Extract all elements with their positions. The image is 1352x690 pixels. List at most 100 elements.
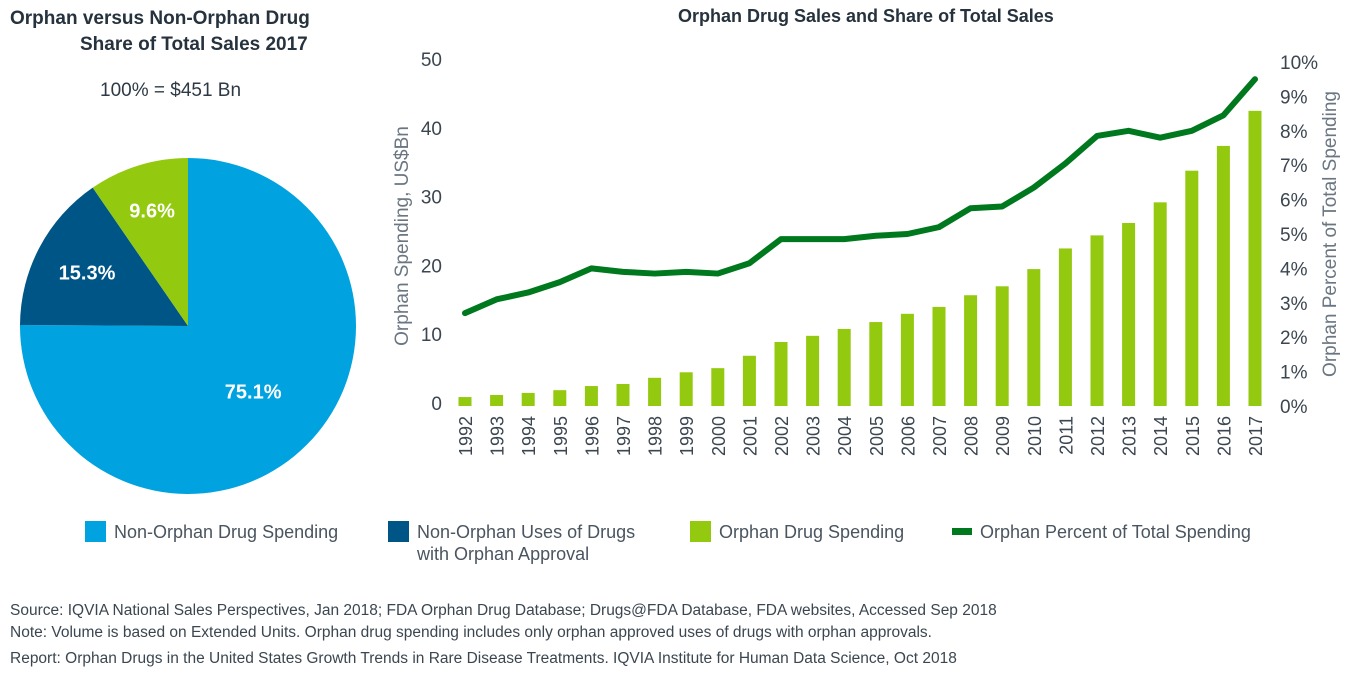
x-tick-label: 2005: [867, 416, 887, 456]
pie-slice-label: 15.3%: [59, 263, 116, 285]
pie-slice-non-orphan-uses-of-drugs-with-orphan-approval: [20, 187, 189, 326]
legend-label: Non-Orphan Drug Spending: [114, 522, 339, 542]
legend: Non-Orphan Drug Spending Non-Orphan Uses…: [0, 521, 1352, 571]
legend-label: Orphan Percent of Total Spending: [980, 522, 1251, 542]
y2-tick-label: 6%: [1280, 191, 1308, 212]
x-tick-label: 2011: [1056, 416, 1076, 455]
x-tick-label: 2003: [804, 416, 824, 456]
y-tick-label: 30: [421, 188, 442, 209]
bar-1997: [616, 383, 630, 406]
line-orphan-percent: [462, 76, 1258, 317]
x-tick-label: 2017: [1246, 416, 1266, 456]
x-tick-label: 1998: [646, 416, 666, 456]
y-tick-label: 10: [421, 325, 442, 346]
x-tick-label: 1996: [582, 416, 602, 456]
x-tick-label: 2007: [930, 416, 950, 456]
pie-chart-title: Orphan versus Non-Orphan Drug Share of T…: [0, 6, 370, 58]
bar-2016: [1216, 145, 1230, 406]
y2-tick-label: 8%: [1280, 122, 1308, 143]
y2-axis-label: Orphan Percent of Total Spending: [1320, 91, 1341, 377]
legend-item-non-orphan: Non-Orphan Drug Spending: [85, 521, 338, 543]
y-axis-label: Orphan Spending, US$Bn: [392, 126, 413, 346]
volume-note: Note: Volume is based on Extended Units.…: [10, 624, 932, 641]
bar-2004: [837, 328, 851, 406]
y2-tick-label: 2%: [1280, 328, 1308, 349]
y-tick-label: 0: [431, 394, 442, 415]
report-note: Report: Orphan Drugs in the United State…: [10, 650, 957, 667]
bar-2017: [1248, 110, 1262, 407]
pie-total-label: 100% = $451 Bn: [100, 80, 242, 101]
x-tick-label: 2002: [772, 416, 792, 456]
pie-slice-orphan-drug-spending: [92, 158, 188, 326]
legend-label: Non-Orphan Uses of Drugs with Orphan App…: [417, 522, 636, 564]
y-tick-label: 50: [421, 50, 442, 71]
x-tick-label: 2013: [1120, 416, 1140, 456]
x-tick-label: 1997: [614, 416, 634, 456]
x-tick-label: 1999: [677, 416, 697, 456]
legend-line-orphan-percent: [952, 528, 972, 535]
bar-line-chart: 0 10 20 30 40 50 Orphan Spending, US$Bn 0% 1% 2% 3…: [392, 50, 1341, 456]
x-tick-label: 2004: [835, 416, 855, 456]
footnotes: Source: IQVIA National Sales Perspective…: [10, 600, 997, 670]
legend-item-orphan-percent: Orphan Percent of Total Spending: [952, 521, 1251, 543]
bar-2015: [1185, 170, 1199, 406]
legend-item-orphan: Orphan Drug Spending: [690, 521, 904, 543]
bar-2011: [1058, 248, 1072, 406]
x-tick-label: 2006: [898, 416, 918, 456]
x-tick-label: 1992: [456, 416, 476, 456]
legend-item-non-orphan-uses: Non-Orphan Uses of Drugs with Orphan App…: [388, 521, 657, 565]
pie-slice-label: 9.6%: [129, 200, 175, 222]
pie-title-line-2: Share of Total Sales 2017: [80, 34, 308, 55]
bar-1993: [490, 394, 504, 406]
bar-1995: [553, 390, 567, 406]
y2-tick-label: 4%: [1280, 259, 1308, 280]
x-tick-label: 2009: [993, 416, 1013, 456]
x-tick-label: 1995: [551, 416, 571, 456]
y2-tick-label: 9%: [1280, 87, 1308, 108]
legend-swatch-non-orphan-uses: [388, 521, 409, 542]
pie-title-line-1: Orphan versus Non-Orphan Drug: [10, 8, 310, 29]
bar-2008: [964, 295, 978, 406]
y2-tick-label: 10%: [1280, 53, 1318, 74]
bar-2005: [869, 322, 883, 406]
bar-1992: [458, 397, 472, 406]
x-tick-label: 2008: [962, 416, 982, 456]
legend-swatch-non-orphan: [85, 521, 106, 542]
x-tick-label: 2010: [1025, 416, 1045, 456]
x-tick-label: 2015: [1183, 416, 1203, 456]
y2-tick-label: 7%: [1280, 156, 1308, 177]
pie-chart: 75.1% 15.3% 9.6%: [20, 158, 356, 495]
bar-1994: [521, 392, 535, 406]
x-tick-label: 2016: [1214, 416, 1234, 456]
x-tick-label: 1993: [488, 416, 508, 456]
source-note: Source: IQVIA National Sales Perspective…: [10, 602, 997, 619]
y-tick-label: 20: [421, 256, 442, 277]
x-tick-label: 1994: [519, 416, 539, 456]
legend-label: Orphan Drug Spending: [719, 522, 905, 542]
y-tick-label: 40: [421, 119, 442, 140]
bar-1996: [584, 386, 598, 406]
x-tick-label: 2012: [1088, 416, 1108, 456]
x-tick-label: 2001: [740, 416, 760, 456]
bar-2009: [995, 286, 1009, 406]
bar-2013: [1122, 222, 1136, 406]
bar-1999: [679, 372, 693, 406]
bar-2006: [900, 313, 914, 406]
legend-swatch-orphan: [690, 521, 711, 542]
bar-2012: [1090, 235, 1104, 406]
pie-slice-non-orphan-drug-spending: [20, 158, 356, 495]
bar-chart-title: Orphan Drug Sales and Share of Total Sal…: [678, 6, 1054, 26]
bar-2014: [1153, 202, 1167, 406]
y2-tick-label: 3%: [1280, 294, 1308, 315]
y2-tick-label: 5%: [1280, 225, 1308, 246]
bar-2000: [711, 368, 725, 406]
bar-2010: [1027, 269, 1041, 406]
y2-tick-label: 0%: [1280, 397, 1308, 418]
x-tick-label: 2000: [709, 416, 729, 456]
bar-2001: [742, 355, 756, 406]
bar-2007: [932, 306, 946, 406]
x-tick-label: 2014: [1151, 416, 1171, 456]
pie-slice-label: 75.1%: [225, 382, 282, 404]
bar-2002: [774, 342, 788, 406]
bar-1998: [648, 377, 662, 406]
